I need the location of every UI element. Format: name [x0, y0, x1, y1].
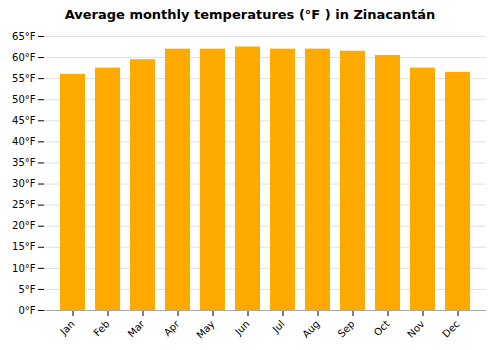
- svg-text:Jul: Jul: [270, 318, 287, 335]
- svg-text:45°F: 45°F: [12, 115, 36, 126]
- svg-text:Apr: Apr: [162, 318, 183, 339]
- svg-text:60°F: 60°F: [12, 52, 36, 63]
- svg-text:0°F: 0°F: [18, 305, 35, 316]
- html-text:Average monthly temperatures (: Average monthly temperatures (°F ) in Zi…: [64, 7, 436, 22]
- svg-text:Dec: Dec: [440, 318, 461, 339]
- svg-text:65°F: 65°F: [12, 31, 36, 42]
- svg-text:20°F: 20°F: [12, 220, 36, 231]
- svg-text:Mar: Mar: [126, 318, 148, 340]
- svg-text:May: May: [194, 318, 216, 340]
- svg-text:55°F: 55°F: [12, 73, 36, 84]
- svg-text:Jun: Jun: [232, 318, 252, 338]
- svg-text:Aug: Aug: [300, 318, 322, 340]
- svg-text:Jan: Jan: [57, 318, 76, 337]
- svg-text:40°F: 40°F: [12, 136, 36, 147]
- svg-text:30°F: 30°F: [12, 178, 36, 189]
- svg-text:10°F: 10°F: [12, 263, 36, 274]
- svg-text:Nov: Nov: [405, 318, 427, 340]
- svg-text:Oct: Oct: [372, 318, 392, 338]
- svg-text:5°F: 5°F: [18, 284, 35, 295]
- svg-text:Feb: Feb: [91, 318, 111, 338]
- svg-text:25°F: 25°F: [12, 199, 36, 210]
- svg-text:50°F: 50°F: [12, 94, 36, 105]
- svg-text:35°F: 35°F: [12, 157, 36, 168]
- svg-text:15°F: 15°F: [12, 241, 36, 252]
- svg-text:Sep: Sep: [336, 318, 357, 339]
